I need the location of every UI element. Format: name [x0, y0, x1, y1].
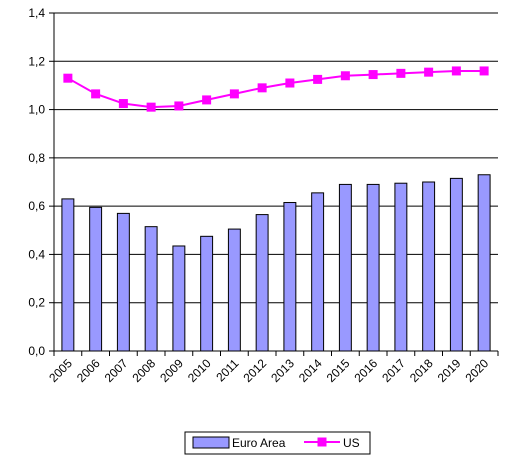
- y-tick-label: 1,4: [28, 6, 45, 20]
- us-line: [67, 69, 485, 109]
- y-tick-label: 0,4: [28, 247, 45, 261]
- us-marker-2019: [451, 66, 461, 76]
- x-tick-label: 2010: [185, 356, 214, 385]
- bar-2007: [116, 212, 130, 352]
- x-tick-label: 2017: [379, 356, 408, 385]
- y-tick-label: 0,2: [28, 296, 45, 310]
- bar-2010: [200, 235, 214, 352]
- bar-2005: [61, 198, 75, 352]
- bar-2017: [394, 182, 408, 352]
- us-marker-2008: [146, 102, 156, 112]
- legend-marker-us: [317, 437, 327, 447]
- bar-series: [61, 174, 491, 352]
- bar-2019: [449, 177, 463, 352]
- x-tick-label: 2019: [435, 356, 464, 385]
- bar-2015: [338, 183, 352, 352]
- y-tick-label: 0,6: [28, 199, 45, 213]
- x-tick-label: 2005: [46, 356, 75, 385]
- x-tick-label: 2007: [102, 356, 131, 385]
- line-series: [63, 66, 489, 112]
- us-marker-2015: [340, 71, 350, 81]
- axes: [49, 12, 499, 356]
- y-tick-label: 0,8: [28, 151, 45, 165]
- x-tick-label: 2008: [129, 356, 158, 385]
- legend-label-euro-area: Euro Area: [232, 436, 286, 450]
- us-marker-2013: [285, 78, 295, 88]
- legend: Euro Area US: [184, 431, 371, 455]
- bar-2009: [172, 245, 186, 352]
- bar-2012: [255, 214, 269, 352]
- bar-2020: [477, 174, 491, 352]
- x-tick-label: 2014: [296, 356, 325, 385]
- bar-2018: [422, 181, 436, 352]
- us-marker-2005: [63, 73, 73, 83]
- x-tick-label: 2011: [213, 356, 241, 384]
- y-tick-label: 0,0: [28, 344, 45, 358]
- bar-2011: [227, 228, 241, 352]
- us-marker-2006: [91, 89, 101, 99]
- bar-2014: [311, 192, 325, 352]
- y-tick-label: 1,0: [28, 103, 45, 117]
- us-marker-2012: [257, 83, 267, 93]
- y-tick-labels: 0,0 0,2 0,4 0,6 0,8 1,0 1,2 1,4: [28, 6, 45, 358]
- y-tick-label: 1,2: [28, 54, 45, 68]
- x-tick-label: 2020: [462, 356, 491, 385]
- x-tick-label: 2009: [157, 356, 186, 385]
- us-marker-2018: [424, 67, 434, 77]
- bar-2016: [366, 183, 380, 352]
- x-tick-label: 2016: [351, 356, 380, 385]
- bar-2013: [283, 202, 297, 352]
- us-marker-2016: [368, 70, 378, 80]
- bar-2006: [89, 206, 103, 352]
- x-tick-label: 2018: [407, 356, 436, 385]
- us-marker-2010: [202, 95, 212, 105]
- bar-2008: [144, 226, 158, 352]
- us-marker-2009: [174, 101, 184, 111]
- legend-swatch-euro-area: [192, 436, 230, 449]
- us-marker-2014: [313, 74, 323, 84]
- us-marker-2011: [229, 89, 239, 99]
- us-marker-2007: [118, 99, 128, 109]
- x-tick-label: 2015: [324, 356, 353, 385]
- legend-label-us: US: [343, 436, 360, 450]
- us-marker-2020: [479, 66, 489, 76]
- x-tick-label: 2012: [240, 356, 269, 385]
- x-tick-label: 2006: [74, 356, 103, 385]
- x-tick-label: 2013: [268, 356, 297, 385]
- us-marker-2017: [396, 68, 406, 78]
